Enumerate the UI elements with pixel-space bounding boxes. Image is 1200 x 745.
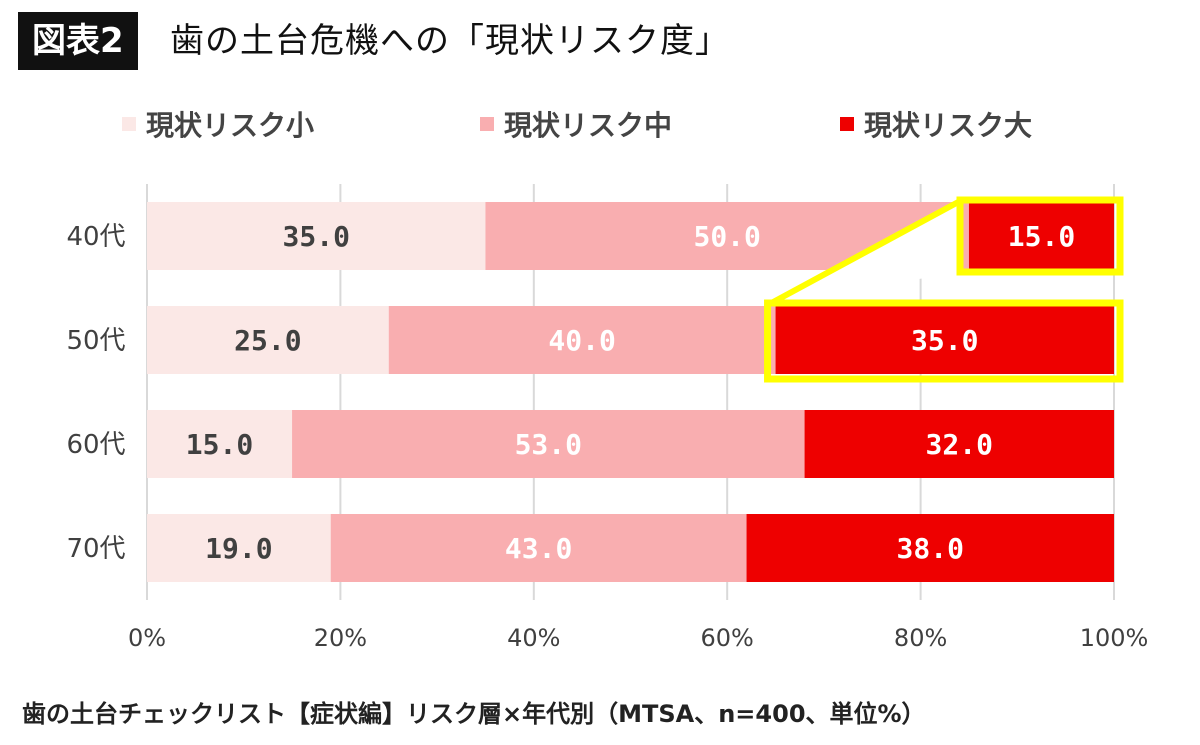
- legend: 現状リスク小 現状リスク中 現状リスク大: [0, 104, 1200, 144]
- bar-segment-high: [775, 306, 1114, 374]
- bar-segment-mid: [330, 514, 747, 582]
- x-tick-label: 60%: [701, 624, 754, 652]
- data-label: 32.0: [926, 428, 993, 461]
- legend-item-high: 現状リスク大: [840, 104, 1032, 144]
- chart-title: 歯の土台危機への「現状リスク度」: [170, 21, 730, 61]
- bar-segment-mid: [292, 410, 805, 478]
- highlight-box-50s: [764, 299, 1124, 383]
- bar-segment-low: [147, 202, 486, 270]
- data-label: 50.0: [693, 220, 760, 253]
- highlight-box-40s: [956, 196, 1124, 276]
- bar-segment-low: [147, 410, 293, 478]
- data-label: 35.0: [283, 220, 350, 253]
- bar-segment-high: [746, 514, 1114, 582]
- x-tick-label: 80%: [894, 624, 947, 652]
- x-tick-label: 20%: [314, 624, 367, 652]
- category-label: 60代: [66, 430, 125, 460]
- data-label: 19.0: [205, 532, 272, 565]
- legend-swatch-high: [840, 117, 854, 131]
- stacked-bar-chart: 0% 20% 40% 60% 80% 100% 40代 50代 60代 70代 35.0 50.0 15…: [66, 184, 1149, 652]
- x-tick-label: 0%: [128, 624, 166, 652]
- x-tick-label: 40%: [507, 624, 560, 652]
- bar-segment-low: [147, 514, 331, 582]
- data-label: 38.0: [897, 532, 964, 565]
- bar-segment-low: [147, 306, 389, 374]
- category-label: 70代: [66, 534, 125, 564]
- legend-swatch-mid: [480, 117, 494, 131]
- category-label: 50代: [66, 326, 125, 356]
- legend-label-mid: 現状リスク中: [504, 109, 673, 142]
- bar-segment-high: [968, 202, 1114, 270]
- data-label: 40.0: [548, 324, 615, 357]
- chart-caption: 歯の土台チェックリスト【症状編】リスク層×年代別（MTSA、n=400、単位%）: [22, 700, 926, 728]
- bar-segment-high: [804, 410, 1114, 478]
- data-label: 15.0: [1008, 220, 1075, 253]
- data-label: 53.0: [515, 428, 582, 461]
- legend-label-high: 現状リスク大: [864, 109, 1033, 142]
- highlight-connector: [768, 197, 964, 307]
- bar-segment-mid: [388, 306, 776, 374]
- legend-item-mid: 現状リスク中: [480, 104, 672, 144]
- data-label: 43.0: [505, 532, 572, 565]
- x-tick-label: 100%: [1080, 624, 1149, 652]
- data-label: 15.0: [186, 428, 253, 461]
- data-label: 35.0: [911, 324, 978, 357]
- data-label: 25.0: [234, 324, 301, 357]
- legend-label-low: 現状リスク小: [146, 109, 315, 142]
- category-label: 40代: [66, 222, 125, 252]
- legend-swatch-low: [122, 117, 136, 131]
- figure-badge: 図表2: [18, 12, 138, 70]
- legend-item-low: 現状リスク小: [122, 104, 314, 144]
